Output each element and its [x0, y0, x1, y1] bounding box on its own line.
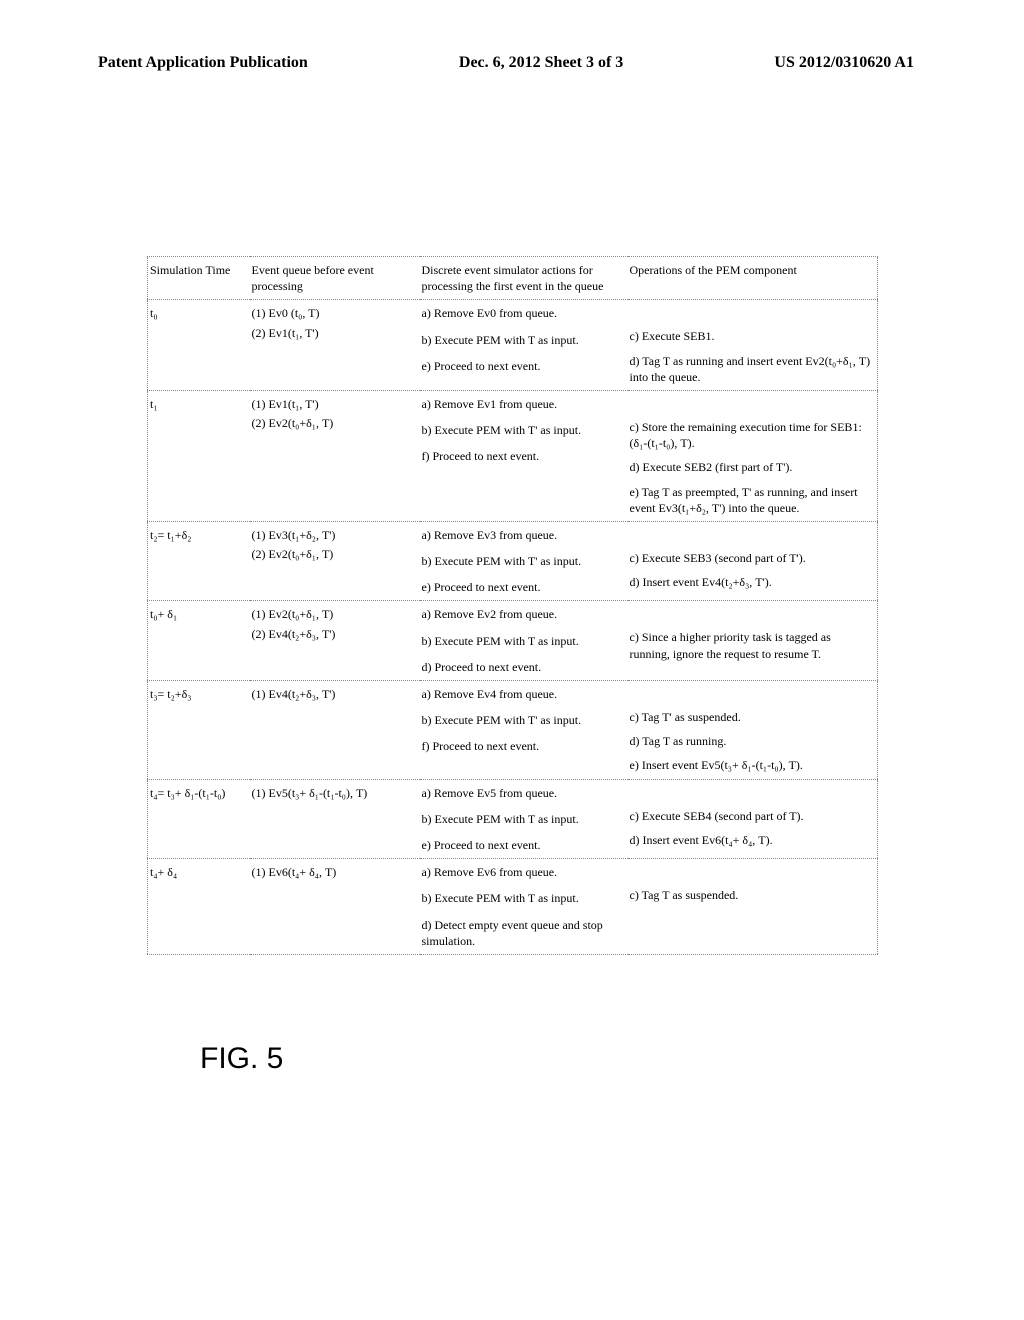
cell-actions: a) Remove Ev2 from queue. b) Execute PEM …	[420, 601, 628, 681]
action-item: e) Proceed to next event.	[422, 579, 622, 595]
op-item: c) Tag T' as suspended.	[630, 709, 872, 725]
col-header-queue: Event queue before event processing	[250, 257, 420, 300]
cell-queue: (1) Ev6(t₄+ δ₄, T)	[250, 859, 420, 955]
queue-item: (1) Ev0 (t₀, T)	[252, 305, 414, 321]
figure-label: FIG. 5	[200, 1042, 283, 1076]
cell-time: t₄+ δ₄	[148, 859, 250, 955]
queue-item: (2) Ev4(t₂+δ₃, T')	[252, 626, 414, 642]
op-item: c) Store the remaining execution time fo…	[630, 419, 872, 451]
op-item: d) Tag T as running and insert event Ev2…	[630, 353, 872, 385]
action-item: a) Remove Ev1 from queue.	[422, 396, 622, 412]
action-item: e) Proceed to next event.	[422, 358, 622, 374]
action-item: a) Remove Ev5 from queue.	[422, 785, 622, 801]
action-item: a) Remove Ev6 from queue.	[422, 864, 622, 880]
col-header-actions: Discrete event simulator actions for pro…	[420, 257, 628, 300]
table-row: t₄= t₃+ δ₁-(t₁-t₀)(1) Ev5(t₃+ δ₁-(t₁-t₀)…	[148, 779, 878, 859]
cell-ops: c) Execute SEB4 (second part of T). d) In…	[628, 779, 878, 859]
op-item: d) Tag T as running.	[630, 733, 872, 749]
table-row: t₂= t₁+δ₂(1) Ev3(t₁+δ₂, T') (2) Ev2(t₀+δ₁…	[148, 521, 878, 601]
cell-time: t₄= t₃+ δ₁-(t₁-t₀)	[148, 779, 250, 859]
cell-time: t₀	[148, 300, 250, 391]
action-item: b) Execute PEM with T' as input.	[422, 712, 622, 728]
cell-ops: c) Tag T' as suspended. d) Tag T as runni…	[628, 681, 878, 780]
cell-actions: a) Remove Ev5 from queue. b) Execute PEM …	[420, 779, 628, 859]
header-right: US 2012/0310620 A1	[774, 54, 914, 72]
cell-time: t₃= t₂+δ₃	[148, 681, 250, 780]
cell-time: t₂= t₁+δ₂	[148, 521, 250, 601]
op-item: c) Execute SEB1.	[630, 328, 872, 344]
action-item: b) Execute PEM with T as input.	[422, 811, 622, 827]
queue-item: (2) Ev2(t₀+δ₁, T)	[252, 546, 414, 562]
table-header-row: Simulation Time Event queue before event…	[148, 257, 878, 300]
action-item: b) Execute PEM with T as input.	[422, 633, 622, 649]
op-item: c) Since a higher priority task is tagge…	[630, 629, 872, 661]
cell-ops: c) Tag T as suspended.	[628, 859, 878, 955]
action-item: e) Proceed to next event.	[422, 837, 622, 853]
cell-queue: (1) Ev1(t₁, T') (2) Ev2(t₀+δ₁, T)	[250, 390, 420, 521]
header-center: Dec. 6, 2012 Sheet 3 of 3	[459, 54, 623, 72]
action-item: a) Remove Ev0 from queue.	[422, 305, 622, 321]
cell-actions: a) Remove Ev3 from queue. b) Execute PEM …	[420, 521, 628, 601]
cell-ops: c) Execute SEB1. d) Tag T as running and …	[628, 300, 878, 391]
cell-queue: (1) Ev2(t₀+δ₁, T) (2) Ev4(t₂+δ₃, T')	[250, 601, 420, 681]
action-item: b) Execute PEM with T' as input.	[422, 422, 622, 438]
op-item: e) Tag T as preempted, T' as running, an…	[630, 484, 872, 516]
cell-actions: a) Remove Ev4 from queue. b) Execute PEM …	[420, 681, 628, 780]
cell-ops: c) Store the remaining execution time fo…	[628, 390, 878, 521]
queue-item: (1) Ev5(t₃+ δ₁-(t₁-t₀), T)	[252, 785, 414, 801]
action-item: b) Execute PEM with T' as input.	[422, 553, 622, 569]
action-item: b) Execute PEM with T as input.	[422, 890, 622, 906]
queue-item: (1) Ev2(t₀+δ₁, T)	[252, 606, 414, 622]
header-left: Patent Application Publication	[98, 54, 308, 72]
cell-ops: c) Since a higher priority task is tagge…	[628, 601, 878, 681]
table-row: t₄+ δ₄(1) Ev6(t₄+ δ₄, T) a) Remove Ev6 fr…	[148, 859, 878, 955]
cell-queue: (1) Ev4(t₂+δ₃, T')	[250, 681, 420, 780]
action-item: a) Remove Ev3 from queue.	[422, 527, 622, 543]
table-row: t₀+ δ₁(1) Ev2(t₀+δ₁, T) (2) Ev4(t₂+δ₃, T'…	[148, 601, 878, 681]
op-item: d) Insert event Ev4(t₂+δ₃, T').	[630, 574, 872, 590]
cell-actions: a) Remove Ev0 from queue. b) Execute PEM …	[420, 300, 628, 391]
table-row: t₀(1) Ev0 (t₀, T) (2) Ev1(t₁, T') a) Remov…	[148, 300, 878, 391]
simulation-table: Simulation Time Event queue before event…	[147, 256, 878, 955]
queue-item: (2) Ev1(t₁, T')	[252, 325, 414, 341]
cell-actions: a) Remove Ev6 from queue. b) Execute PEM …	[420, 859, 628, 955]
op-item: d) Insert event Ev6(t₄+ δ₄, T).	[630, 832, 872, 848]
cell-ops: c) Execute SEB3 (second part of T'). d) I…	[628, 521, 878, 601]
col-header-time: Simulation Time	[148, 257, 250, 300]
simulation-table-wrap: Simulation Time Event queue before event…	[147, 256, 877, 955]
queue-item: (1) Ev1(t₁, T')	[252, 396, 414, 412]
queue-item: (1) Ev4(t₂+δ₃, T')	[252, 686, 414, 702]
op-item: c) Tag T as suspended.	[630, 887, 872, 903]
op-item: e) Insert event Ev5(t₃+ δ₁-(t₁-t₀), T).	[630, 757, 872, 773]
action-item: f) Proceed to next event.	[422, 448, 622, 464]
queue-item: (2) Ev2(t₀+δ₁, T)	[252, 415, 414, 431]
action-item: f) Proceed to next event.	[422, 738, 622, 754]
col-header-ops: Operations of the PEM component	[628, 257, 878, 300]
cell-actions: a) Remove Ev1 from queue. b) Execute PEM …	[420, 390, 628, 521]
action-item: a) Remove Ev2 from queue.	[422, 606, 622, 622]
table-row: t₃= t₂+δ₃(1) Ev4(t₂+δ₃, T') a) Remove Ev4…	[148, 681, 878, 780]
action-item: b) Execute PEM with T as input.	[422, 332, 622, 348]
queue-item: (1) Ev6(t₄+ δ₄, T)	[252, 864, 414, 880]
cell-queue: (1) Ev0 (t₀, T) (2) Ev1(t₁, T')	[250, 300, 420, 391]
table-row: t₁(1) Ev1(t₁, T') (2) Ev2(t₀+δ₁, T) a) Rem…	[148, 390, 878, 521]
cell-queue: (1) Ev5(t₃+ δ₁-(t₁-t₀), T)	[250, 779, 420, 859]
action-item: d) Proceed to next event.	[422, 659, 622, 675]
page-header: Patent Application Publication Dec. 6, 2…	[0, 54, 1024, 72]
cell-time: t₁	[148, 390, 250, 521]
cell-time: t₀+ δ₁	[148, 601, 250, 681]
cell-queue: (1) Ev3(t₁+δ₂, T') (2) Ev2(t₀+δ₁, T)	[250, 521, 420, 601]
op-item: d) Execute SEB2 (first part of T').	[630, 459, 872, 475]
action-item: a) Remove Ev4 from queue.	[422, 686, 622, 702]
action-item: d) Detect empty event queue and stop sim…	[422, 917, 622, 949]
op-item: c) Execute SEB4 (second part of T).	[630, 808, 872, 824]
op-item: c) Execute SEB3 (second part of T').	[630, 550, 872, 566]
queue-item: (1) Ev3(t₁+δ₂, T')	[252, 527, 414, 543]
